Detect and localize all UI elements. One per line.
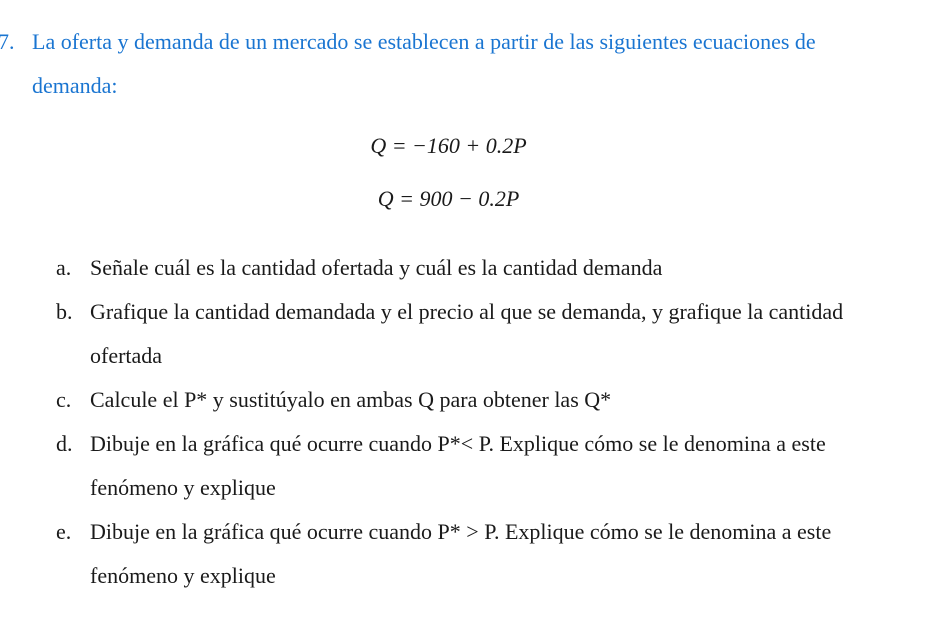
list-item: a. Señale cuál es la cantidad ofertada y… xyxy=(56,246,897,290)
subquestion-list: a. Señale cuál es la cantidad ofertada y… xyxy=(56,246,897,598)
item-text: Dibuje en la gráfica qué ocurre cuando P… xyxy=(90,422,897,510)
item-text: Señale cuál es la cantidad ofertada y cu… xyxy=(90,246,897,290)
equation-supply: Q = −160 + 0.2P xyxy=(0,120,897,173)
problem-number: 7. xyxy=(0,29,32,55)
equation-block: Q = −160 + 0.2P Q = 900 − 0.2P xyxy=(0,120,897,226)
item-text: Dibuje en la gráfica qué ocurre cuando P… xyxy=(90,510,897,598)
page: 7. La oferta y demanda de un mercado se … xyxy=(0,20,927,619)
item-marker: e. xyxy=(56,510,90,554)
list-item: e. Dibuje en la gráfica qué ocurre cuand… xyxy=(56,510,897,598)
item-marker: d. xyxy=(56,422,90,466)
item-marker: b. xyxy=(56,290,90,334)
item-marker: c. xyxy=(56,378,90,422)
item-marker: a. xyxy=(56,246,90,290)
list-item: c. Calcule el P* y sustitúyalo en ambas … xyxy=(56,378,897,422)
item-text: Calcule el P* y sustitúyalo en ambas Q p… xyxy=(90,378,897,422)
equation-demand: Q = 900 − 0.2P xyxy=(0,173,897,226)
problem-statement: La oferta y demanda de un mercado se est… xyxy=(32,20,897,108)
item-text: Grafique la cantidad demandada y el prec… xyxy=(90,290,897,378)
problem-heading: 7. La oferta y demanda de un mercado se … xyxy=(0,20,897,108)
list-item: b. Grafique la cantidad demandada y el p… xyxy=(56,290,897,378)
list-item: d. Dibuje en la gráfica qué ocurre cuand… xyxy=(56,422,897,510)
